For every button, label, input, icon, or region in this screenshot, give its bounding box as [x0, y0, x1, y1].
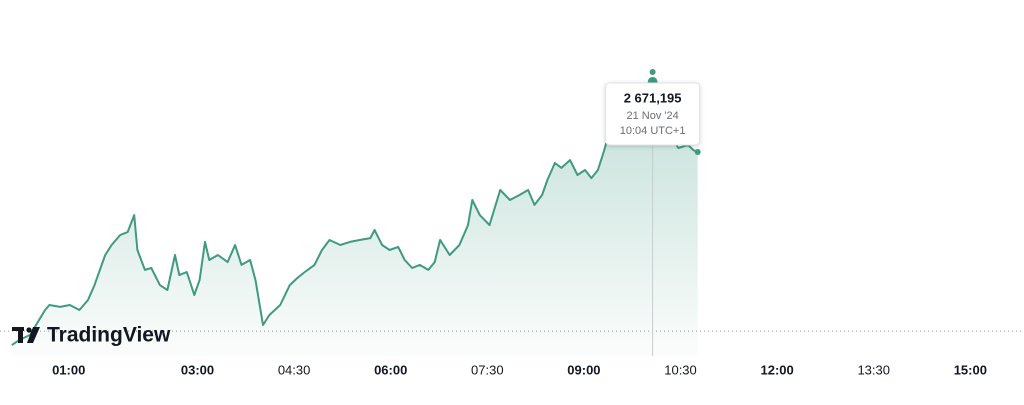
x-tick-label: 09:00	[567, 362, 600, 377]
logo-icon	[18, 327, 23, 343]
last-point	[694, 149, 701, 156]
tooltip-value: 2 671,195	[624, 90, 682, 105]
line	[11, 119, 699, 346]
x-tick-label: 10:30	[664, 362, 697, 377]
x-tick-label: 01:00	[52, 362, 85, 377]
area	[11, 120, 698, 356]
tooltip-time: 10:04 UTC+1	[620, 125, 686, 137]
x-tick-label: 03:00	[181, 362, 214, 377]
logo-text: TradingView	[47, 324, 171, 347]
logo-icon	[26, 327, 32, 333]
plot-area: 01:00 03:00 04:30 06:00 07:30 09:00 10:30 12:00…	[0, 69, 1024, 377]
x-tick-label: 04:30	[278, 362, 311, 377]
tooltip-date: 21 Nov '24	[626, 110, 678, 122]
x-tick-label: 15:00	[954, 362, 987, 377]
logo: TradingView	[12, 324, 171, 347]
person-icon	[647, 69, 658, 84]
tooltip-box	[605, 82, 701, 146]
x-tick-label: 13:30	[857, 362, 890, 377]
x-tick-label: 12:00	[760, 362, 793, 377]
icon-part	[647, 77, 658, 84]
x-tick-label: 06:00	[374, 362, 407, 377]
x-tick-label: 07:30	[471, 362, 504, 377]
logo-icon	[27, 327, 40, 343]
icon-part	[649, 69, 656, 75]
